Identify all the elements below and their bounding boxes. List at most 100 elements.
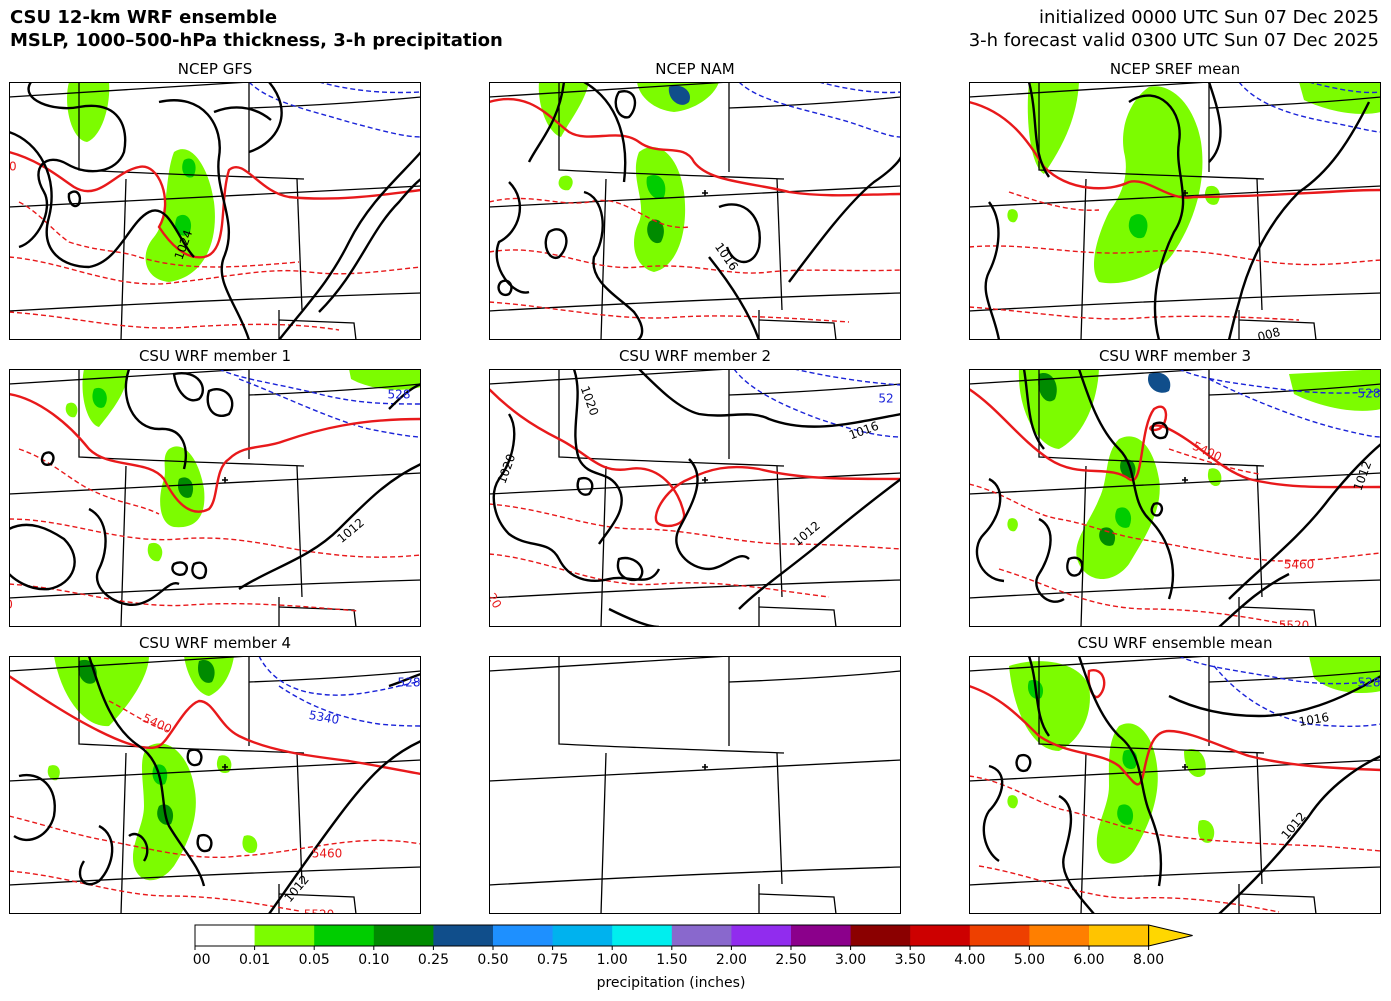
mslp-isobar bbox=[544, 228, 568, 260]
thickness-contour-cold bbox=[1178, 656, 1381, 685]
mslp-isobar bbox=[1150, 502, 1164, 517]
state-border bbox=[9, 656, 250, 672]
colorbar-segment bbox=[850, 925, 911, 946]
mslp-isobar bbox=[268, 739, 421, 914]
state-border bbox=[78, 656, 305, 754]
map-panel-empty bbox=[489, 656, 901, 914]
mslp-isobar bbox=[172, 372, 205, 402]
mslp-isobar bbox=[67, 190, 81, 208]
precip-area bbox=[1115, 507, 1132, 528]
state-border bbox=[248, 670, 421, 683]
panel-title: CSU WRF member 3 bbox=[1098, 347, 1252, 365]
contour-label: 52 bbox=[878, 392, 893, 406]
colorbar-tick-label: 0.50 bbox=[477, 952, 508, 968]
mslp-isobar bbox=[583, 190, 644, 340]
station-marker bbox=[702, 764, 708, 770]
precip-area bbox=[634, 146, 686, 272]
thickness-contour bbox=[489, 503, 901, 550]
panel-title: NCEP GFS bbox=[177, 60, 253, 78]
mslp-isobars bbox=[492, 369, 901, 627]
colorbar-segment bbox=[969, 925, 1030, 946]
colorbar-segment bbox=[1089, 925, 1150, 946]
state-border bbox=[9, 866, 421, 886]
state-border bbox=[278, 319, 357, 340]
colorbar-segment bbox=[1029, 925, 1090, 946]
mslp-isobar bbox=[171, 561, 188, 576]
panel-title: CSU WRF member 4 bbox=[138, 634, 292, 652]
colorbar-tick-label: 3.00 bbox=[835, 952, 866, 968]
state-border bbox=[600, 178, 607, 340]
mslp-isobar bbox=[718, 203, 761, 264]
thickness-5400-line bbox=[9, 675, 421, 776]
map-canvas: 54005460552053405281012 bbox=[9, 656, 421, 914]
mslp-isobar bbox=[616, 556, 644, 582]
mslp-isobar bbox=[40, 451, 55, 466]
colorbar-tick-label: 0.05 bbox=[299, 952, 330, 968]
thickness-contour bbox=[489, 301, 850, 323]
thickness-contour bbox=[1008, 191, 1100, 211]
colorbar-tick-label: 1.50 bbox=[656, 952, 687, 968]
mslp-isobar bbox=[492, 413, 661, 582]
mslp-isobar bbox=[1218, 754, 1381, 914]
precip-area bbox=[1289, 369, 1381, 411]
state-borders bbox=[969, 656, 1381, 914]
state-border bbox=[1080, 178, 1087, 340]
mslp-isobar bbox=[788, 156, 901, 283]
thickness-contour bbox=[978, 865, 1280, 913]
precip-area bbox=[1204, 185, 1220, 205]
state-border bbox=[1080, 465, 1087, 627]
map-panel-member-2: CSU WRF member 2 1020 1020 1016 1012 52 20 bbox=[489, 347, 901, 627]
panel-frame bbox=[9, 82, 421, 340]
mslp-isobar bbox=[1207, 82, 1222, 163]
station-marker bbox=[1182, 477, 1188, 483]
mslp-isobar bbox=[78, 824, 114, 886]
state-border bbox=[1038, 369, 1265, 467]
precip-area bbox=[647, 219, 664, 244]
thickness-contour-cold bbox=[1178, 369, 1381, 394]
mslp-isobar bbox=[984, 201, 1001, 340]
panel-title: CSU WRF ensemble mean bbox=[1077, 634, 1273, 652]
state-border bbox=[558, 656, 785, 754]
precip-area bbox=[1096, 723, 1158, 864]
thickness-contour bbox=[9, 256, 421, 285]
map-canvas: 1016 bbox=[489, 82, 901, 340]
colorbar-tick-label: 0.10 bbox=[358, 952, 389, 968]
mslp-isobar bbox=[213, 106, 272, 121]
state-border bbox=[1208, 670, 1381, 683]
contour-label: 5520 bbox=[304, 908, 335, 915]
mslp-isobar bbox=[9, 523, 76, 591]
state-border bbox=[969, 369, 1210, 385]
valid-time: 3-h forecast valid 0300 UTC Sun 07 Dec 2… bbox=[968, 30, 1379, 51]
mslp-isobar bbox=[1022, 369, 1045, 450]
contour-label: 528 bbox=[388, 388, 411, 402]
mslp-isobars bbox=[984, 82, 1371, 340]
state-border bbox=[120, 465, 127, 627]
thickness-contour-cold bbox=[238, 378, 421, 438]
panel-frame bbox=[9, 369, 421, 627]
state-border bbox=[278, 893, 357, 914]
precip-area bbox=[1007, 795, 1018, 809]
mslp-isobar bbox=[124, 369, 187, 470]
mslp-isobar bbox=[1151, 421, 1169, 440]
thickness-5400-line bbox=[489, 388, 901, 528]
thickness-cold bbox=[738, 82, 901, 138]
mslp-isobars bbox=[495, 82, 901, 340]
mslp-isobar bbox=[87, 656, 206, 887]
state-border bbox=[1208, 383, 1381, 396]
thickness-dashed bbox=[489, 197, 901, 323]
colorbar-extend-arrow bbox=[1148, 924, 1193, 947]
figure-timestamps: initialized 0000 UTC Sun 07 Dec 2025 3-h… bbox=[969, 6, 1379, 52]
state-border bbox=[489, 579, 901, 599]
mslp-isobar bbox=[975, 477, 1005, 583]
mslp-isobar bbox=[1218, 572, 1290, 627]
mslp-isobar bbox=[1015, 753, 1032, 773]
thickness-cold bbox=[733, 369, 901, 438]
thickness-contour-cold bbox=[1208, 378, 1381, 438]
state-border bbox=[120, 752, 127, 914]
station-marker bbox=[702, 190, 708, 196]
mslp-isobar bbox=[278, 151, 421, 340]
thickness-5400-line bbox=[969, 100, 1381, 199]
state-border bbox=[1038, 656, 1265, 754]
station-marker bbox=[1182, 190, 1188, 196]
panel-frame bbox=[9, 656, 421, 914]
